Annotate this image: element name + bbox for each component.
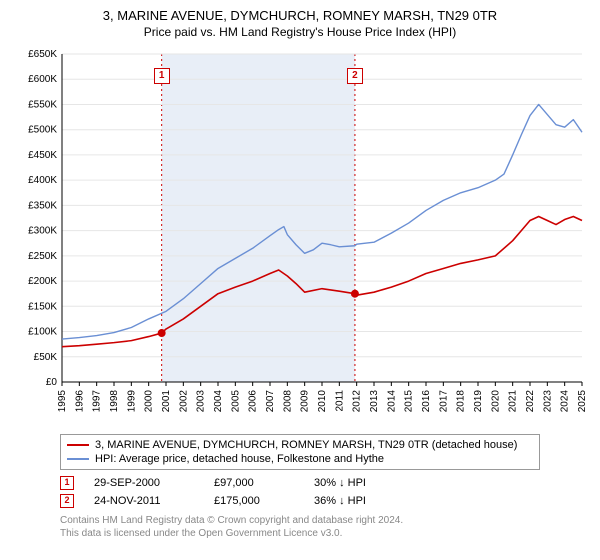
sale-date: 29-SEP-2000 [94, 477, 194, 489]
svg-text:£500K: £500K [28, 125, 57, 136]
sale-pct: 30% ↓ HPI [314, 477, 414, 489]
legend-item: HPI: Average price, detached house, Folk… [67, 452, 533, 466]
svg-text:2006: 2006 [248, 390, 259, 413]
svg-text:£200K: £200K [28, 277, 57, 288]
svg-text:2011: 2011 [334, 390, 345, 412]
svg-text:2015: 2015 [404, 390, 415, 413]
svg-text:2000: 2000 [144, 390, 155, 413]
svg-text:2001: 2001 [161, 390, 172, 413]
svg-text:2017: 2017 [438, 390, 449, 413]
svg-text:£650K: £650K [28, 49, 57, 60]
svg-text:£400K: £400K [28, 176, 57, 187]
svg-text:£450K: £450K [28, 150, 57, 161]
sale-price: £175,000 [214, 495, 294, 507]
svg-text:2002: 2002 [178, 390, 189, 413]
legend-label: 3, MARINE AVENUE, DYMCHURCH, ROMNEY MARS… [95, 439, 517, 451]
svg-text:£350K: £350K [28, 201, 57, 212]
svg-text:£50K: £50K [34, 352, 58, 363]
svg-text:2016: 2016 [421, 390, 432, 413]
footnote: Contains HM Land Registry data © Crown c… [60, 514, 582, 540]
chart-title: 3, MARINE AVENUE, DYMCHURCH, ROMNEY MARS… [10, 8, 590, 25]
svg-text:1997: 1997 [92, 390, 103, 413]
svg-text:2005: 2005 [230, 390, 241, 413]
footnote-line: This data is licensed under the Open Gov… [60, 527, 582, 540]
svg-text:2009: 2009 [300, 390, 311, 413]
svg-text:2022: 2022 [525, 390, 536, 413]
title-block: 3, MARINE AVENUE, DYMCHURCH, ROMNEY MARS… [10, 8, 590, 40]
svg-text:2003: 2003 [196, 390, 207, 413]
sale-marker-box: 2 [347, 68, 363, 84]
legend-item: 3, MARINE AVENUE, DYMCHURCH, ROMNEY MARS… [67, 438, 533, 452]
svg-text:2024: 2024 [560, 390, 571, 413]
line-chart-svg: £0 £50K £100K £150K £200K £250K £300K £350K £400… [12, 46, 588, 426]
svg-text:2025: 2025 [577, 390, 588, 413]
legend-swatch [67, 458, 89, 460]
svg-text:1998: 1998 [109, 390, 120, 413]
svg-text:£300K: £300K [28, 226, 57, 237]
sale-price: £97,000 [214, 477, 294, 489]
svg-text:2012: 2012 [352, 390, 363, 413]
legend: 3, MARINE AVENUE, DYMCHURCH, ROMNEY MARS… [60, 434, 540, 470]
svg-text:2013: 2013 [369, 390, 380, 413]
sale-date: 24-NOV-2011 [94, 495, 194, 507]
sale-marker-box: 1 [154, 68, 170, 84]
svg-text:2014: 2014 [386, 390, 397, 413]
legend-swatch [67, 444, 89, 446]
svg-text:£150K: £150K [28, 302, 57, 313]
svg-text:2019: 2019 [473, 390, 484, 413]
legend-label: HPI: Average price, detached house, Folk… [95, 453, 384, 465]
sale-marker: 2 [60, 494, 74, 508]
chart-subtitle: Price paid vs. HM Land Registry's House … [10, 25, 590, 41]
svg-text:2021: 2021 [508, 390, 519, 413]
svg-text:2008: 2008 [282, 390, 293, 413]
footnote-line: Contains HM Land Registry data © Crown c… [60, 514, 582, 527]
svg-text:£250K: £250K [28, 251, 57, 262]
svg-text:£100K: £100K [28, 327, 57, 338]
sale-marker: 1 [60, 476, 74, 490]
chart-area: £0 £50K £100K £150K £200K £250K £300K £350K £400… [12, 46, 588, 426]
sales-table: 1 29-SEP-2000 £97,000 30% ↓ HPI 2 24-NOV-2011… [60, 474, 582, 510]
svg-text:1999: 1999 [126, 390, 137, 413]
sale-row: 1 29-SEP-2000 £97,000 30% ↓ HPI [60, 474, 582, 492]
svg-text:£600K: £600K [28, 75, 57, 86]
svg-text:2004: 2004 [213, 390, 224, 413]
svg-text:2023: 2023 [542, 390, 553, 413]
chart-container: 3, MARINE AVENUE, DYMCHURCH, ROMNEY MARS… [0, 0, 600, 560]
svg-text:2010: 2010 [317, 390, 328, 413]
sale-row: 2 24-NOV-2011 £175,000 36% ↓ HPI [60, 492, 582, 510]
sale-pct: 36% ↓ HPI [314, 495, 414, 507]
svg-text:2020: 2020 [490, 390, 501, 413]
svg-text:£550K: £550K [28, 100, 57, 111]
svg-text:2007: 2007 [265, 390, 276, 413]
svg-text:1996: 1996 [74, 390, 85, 413]
svg-text:2018: 2018 [456, 390, 467, 413]
svg-text:£0: £0 [46, 377, 58, 388]
svg-text:1995: 1995 [57, 390, 68, 413]
